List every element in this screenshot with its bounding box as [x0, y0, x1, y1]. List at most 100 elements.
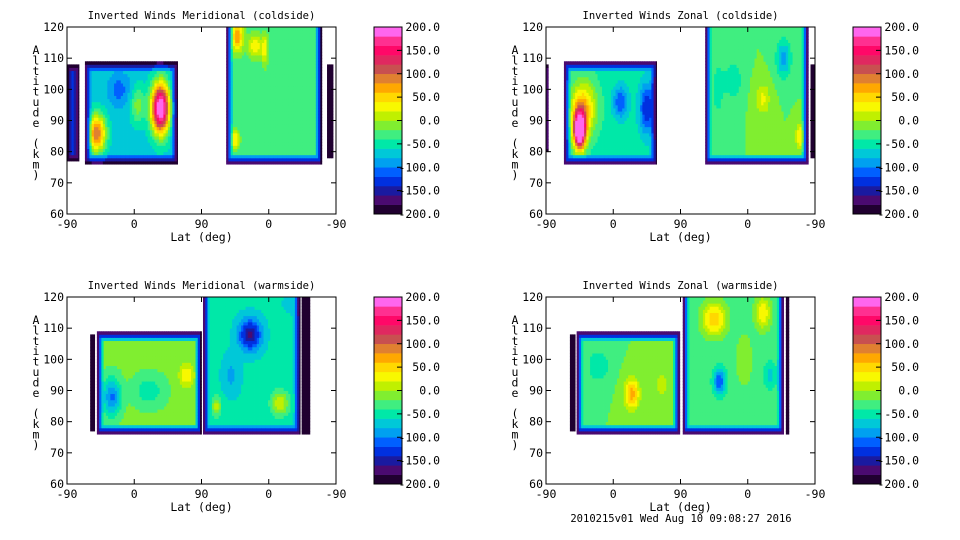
- heatmap-cell: [572, 123, 576, 128]
- heatmap-cell: [241, 89, 245, 93]
- heatmap-cell: [302, 142, 306, 146]
- heatmap-cell: [651, 154, 654, 159]
- heatmap-cell: [597, 64, 601, 68]
- heatmap-cell: [239, 129, 243, 134]
- heatmap-cell: [91, 92, 95, 96]
- heatmap-cell: [138, 157, 142, 162]
- heatmap-cell: [259, 86, 263, 90]
- heatmap-cell: [246, 36, 249, 40]
- heatmap-cell: [102, 70, 106, 75]
- heatmap-cell: [306, 73, 310, 78]
- heatmap-cell: [226, 33, 229, 37]
- heatmap-cell: [257, 48, 261, 53]
- heatmap-cell: [118, 120, 122, 125]
- heatmap-cell: [107, 101, 110, 106]
- heatmap-cell: [174, 83, 178, 87]
- heatmap-cell: [304, 161, 308, 165]
- heatmap-cell: [259, 145, 263, 149]
- heatmap-cell: [590, 136, 594, 140]
- heatmap-cell: [152, 64, 155, 68]
- heatmap-cell: [297, 58, 301, 62]
- heatmap-cell: [147, 157, 151, 162]
- heatmap-cell: [311, 120, 314, 125]
- heatmap-cell: [125, 161, 128, 165]
- heatmap-cell: [105, 64, 108, 68]
- heatmap-cell: [613, 157, 616, 162]
- heatmap-cell: [279, 51, 283, 56]
- heatmap-cell: [302, 58, 306, 62]
- heatmap-cell: [273, 39, 276, 43]
- heatmap-cell: [69, 86, 72, 90]
- heatmap-cell: [98, 95, 102, 100]
- heatmap-cell: [595, 111, 598, 115]
- heatmap-cell: [259, 70, 263, 75]
- heatmap-cell: [318, 64, 321, 68]
- heatmap-cell: [286, 33, 290, 37]
- heatmap-cell: [235, 129, 238, 134]
- heatmap-cell: [279, 36, 283, 40]
- heatmap-cell: [264, 123, 267, 128]
- heatmap-cell: [134, 123, 137, 128]
- heatmap-cell: [282, 101, 285, 106]
- heatmap-cell: [327, 117, 330, 121]
- heatmap-cell: [170, 70, 173, 75]
- heatmap-cell: [266, 123, 270, 128]
- heatmap-cell: [581, 86, 585, 90]
- heatmap-cell: [575, 151, 578, 156]
- heatmap-cell: [132, 70, 135, 75]
- heatmap-cell: [570, 117, 574, 121]
- heatmap-cell: [129, 148, 133, 153]
- heatmap-cell: [633, 73, 637, 78]
- heatmap-cell: [228, 48, 232, 53]
- heatmap-cell: [619, 95, 623, 100]
- heatmap-cell: [149, 104, 153, 109]
- heatmap-cell: [239, 136, 243, 140]
- heatmap-cell: [102, 120, 106, 125]
- heatmap-cell: [318, 111, 321, 115]
- heatmap-cell: [604, 79, 607, 84]
- heatmap-cell: [262, 95, 265, 100]
- heatmap-cell: [637, 98, 641, 103]
- heatmap-cell: [608, 98, 612, 103]
- heatmap-cell: [275, 73, 279, 78]
- heatmap-cell: [622, 111, 625, 115]
- heatmap-cell: [75, 111, 79, 115]
- heatmap-cell: [624, 92, 628, 96]
- heatmap-cell: [116, 114, 119, 118]
- heatmap-cell: [259, 58, 263, 62]
- heatmap-cell: [590, 70, 594, 75]
- heatmap-cell: [156, 67, 160, 72]
- heatmap-cell: [331, 126, 334, 131]
- heatmap-cell: [577, 145, 581, 149]
- heatmap-cell: [266, 48, 270, 53]
- heatmap-cell: [304, 48, 308, 53]
- heatmap-cell: [628, 132, 632, 137]
- heatmap-cell: [581, 95, 585, 100]
- heatmap-cell: [136, 132, 140, 137]
- heatmap-cell: [642, 126, 646, 131]
- heatmap-cell: [161, 95, 164, 100]
- heatmap-cell: [129, 117, 133, 121]
- heatmap-cell: [259, 114, 263, 118]
- heatmap-cell: [286, 51, 290, 56]
- heatmap-cell: [309, 67, 312, 72]
- heatmap-cell: [235, 64, 238, 68]
- heatmap-cell: [87, 114, 90, 118]
- heatmap-cell: [134, 104, 137, 109]
- heatmap-cell: [268, 120, 272, 125]
- heatmap-cell: [300, 58, 303, 62]
- heatmap-cell: [546, 70, 549, 75]
- heatmap-cell: [257, 132, 261, 137]
- heatmap-cell: [250, 45, 254, 50]
- heatmap-cell: [624, 126, 628, 131]
- heatmap-cell: [248, 45, 252, 50]
- heatmap-cell: [566, 139, 569, 143]
- heatmap-cell: [230, 73, 234, 78]
- heatmap-cell: [248, 51, 252, 56]
- heatmap-cell: [114, 67, 117, 72]
- heatmap-cell: [244, 98, 247, 103]
- heatmap-cell: [176, 67, 178, 72]
- heatmap-cell: [327, 120, 330, 125]
- heatmap-cell: [264, 157, 267, 162]
- heatmap-cell: [230, 111, 234, 115]
